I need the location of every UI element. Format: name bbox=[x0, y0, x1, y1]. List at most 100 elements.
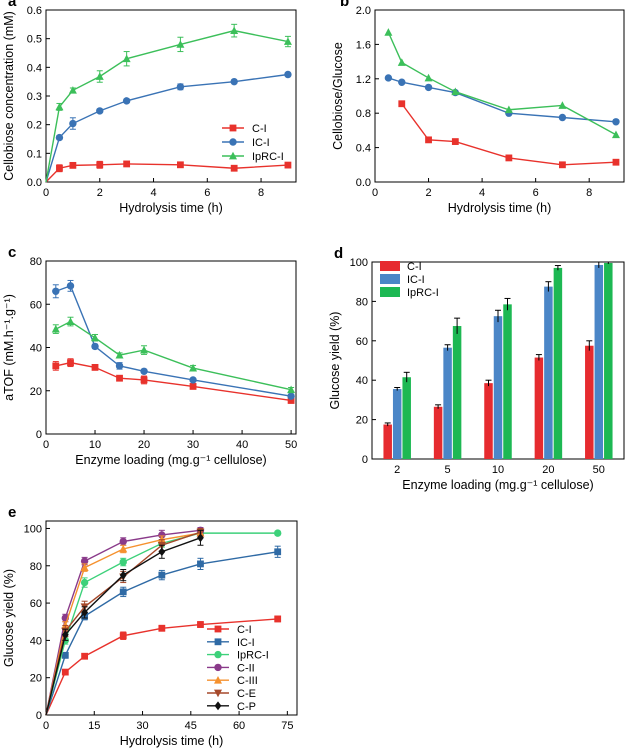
series-C-I bbox=[398, 100, 620, 169]
x-tick-label: 5 bbox=[445, 464, 451, 476]
y-tick-label: 0.0 bbox=[356, 177, 371, 189]
data-point bbox=[504, 105, 513, 114]
data-point bbox=[96, 161, 104, 169]
y-tick-label: 40 bbox=[356, 375, 368, 387]
y-tick-label: 0.4 bbox=[356, 143, 371, 155]
x-axis-title: Hydrolysis time (h) bbox=[120, 734, 224, 748]
plot-frame bbox=[374, 9, 625, 183]
y-tick-label: 80 bbox=[356, 296, 368, 308]
series-C-III bbox=[45, 528, 205, 716]
x-tick-label: 75 bbox=[281, 720, 293, 732]
x-axis-title: Hydrolysis time (h) bbox=[448, 201, 552, 215]
data-point bbox=[52, 287, 60, 295]
plot-frame bbox=[45, 260, 297, 435]
data-point bbox=[425, 136, 432, 144]
bar bbox=[493, 316, 503, 459]
x-tick-label: 0 bbox=[43, 720, 49, 732]
data-point bbox=[397, 58, 406, 66]
series-line bbox=[45, 29, 289, 183]
x-tick-label: 20 bbox=[138, 439, 150, 451]
x-tick-label: 0 bbox=[372, 187, 378, 199]
panel-b: b 0.0 0.4 0.8 1.2 1.6 2.0 Hydrolysis time (h) Ce… bbox=[331, 0, 625, 215]
data-point bbox=[612, 118, 620, 126]
data-point bbox=[189, 363, 198, 372]
data-point bbox=[80, 557, 89, 565]
data-point bbox=[95, 72, 104, 80]
x-tick-label: 30 bbox=[187, 439, 199, 451]
data-point bbox=[140, 376, 148, 384]
series-line bbox=[401, 103, 617, 166]
data-point bbox=[69, 161, 77, 169]
bar bbox=[604, 262, 613, 459]
data-point bbox=[230, 164, 238, 172]
series-line bbox=[45, 529, 201, 716]
series-line bbox=[388, 77, 617, 123]
data-point bbox=[398, 100, 406, 108]
data-point bbox=[81, 608, 89, 617]
data-point bbox=[119, 632, 127, 640]
data-point bbox=[55, 102, 64, 111]
data-point bbox=[68, 86, 77, 94]
legend-marker bbox=[214, 625, 222, 633]
series-C-I bbox=[52, 358, 295, 404]
y-tick-label: 1.6 bbox=[356, 39, 371, 51]
x-tick-label: 6 bbox=[204, 187, 210, 199]
y-tick-label: 100 bbox=[24, 523, 42, 535]
data-point bbox=[119, 537, 127, 546]
legend-label: IpRC-I bbox=[407, 287, 439, 299]
data-point bbox=[69, 119, 77, 128]
legend-marker bbox=[214, 701, 222, 711]
legend-label: IpRC-I bbox=[252, 151, 284, 163]
data-point bbox=[140, 367, 148, 375]
legend-label: C-E bbox=[237, 688, 256, 700]
y-tick-label: 1.2 bbox=[356, 74, 371, 86]
data-point bbox=[91, 333, 100, 342]
data-point bbox=[91, 363, 99, 371]
plot-frame bbox=[45, 520, 298, 716]
bar bbox=[534, 357, 544, 459]
x-axis-title: Enzyme loading (mg.g⁻¹ cellulose) bbox=[402, 478, 593, 492]
y-tick-label: 0 bbox=[36, 429, 42, 441]
series-line bbox=[55, 284, 292, 397]
data-point bbox=[424, 83, 433, 92]
y-axis-title: aTOF (mM.h⁻¹.g⁻¹) bbox=[2, 294, 16, 401]
series-C-I bbox=[383, 340, 594, 459]
legend-label: C-III bbox=[237, 675, 258, 687]
data-point bbox=[287, 385, 296, 394]
y-tick-label: 0.2 bbox=[27, 120, 42, 132]
y-axis-title: Glucose yield (%) bbox=[328, 312, 342, 410]
legend-label: C-I bbox=[252, 123, 267, 135]
x-tick-label: 50 bbox=[285, 439, 297, 451]
data-point bbox=[559, 161, 566, 169]
data-point bbox=[424, 73, 433, 82]
series-IpRC-I bbox=[402, 261, 613, 459]
y-tick-label: 60 bbox=[30, 299, 42, 311]
data-point bbox=[52, 362, 60, 370]
legend-label: C-P bbox=[237, 701, 256, 713]
panel-label-e: e bbox=[8, 504, 16, 521]
series-line bbox=[45, 532, 201, 716]
x-tick-label: 60 bbox=[233, 720, 245, 732]
x-tick-label: 0 bbox=[43, 439, 49, 451]
data-point bbox=[80, 563, 89, 572]
x-tick-label: 2 bbox=[97, 187, 103, 199]
data-point bbox=[284, 70, 292, 79]
series-C-II bbox=[45, 526, 205, 716]
y-tick-label: 40 bbox=[30, 343, 42, 355]
series-IpRC-I bbox=[384, 28, 620, 139]
legend-marker bbox=[229, 124, 237, 132]
data-point bbox=[287, 392, 295, 400]
data-point bbox=[274, 615, 282, 623]
legend-marker bbox=[214, 650, 222, 659]
x-axis-title: Enzyme loading (mg.g⁻¹ cellulose) bbox=[75, 453, 266, 467]
data-point bbox=[91, 342, 99, 351]
panel-label-a: a bbox=[8, 0, 17, 10]
data-point bbox=[274, 548, 282, 556]
y-tick-label: 0.8 bbox=[356, 108, 371, 120]
bar bbox=[594, 264, 604, 459]
data-point bbox=[61, 630, 69, 640]
legend-marker bbox=[229, 151, 237, 160]
series-line bbox=[45, 163, 288, 183]
